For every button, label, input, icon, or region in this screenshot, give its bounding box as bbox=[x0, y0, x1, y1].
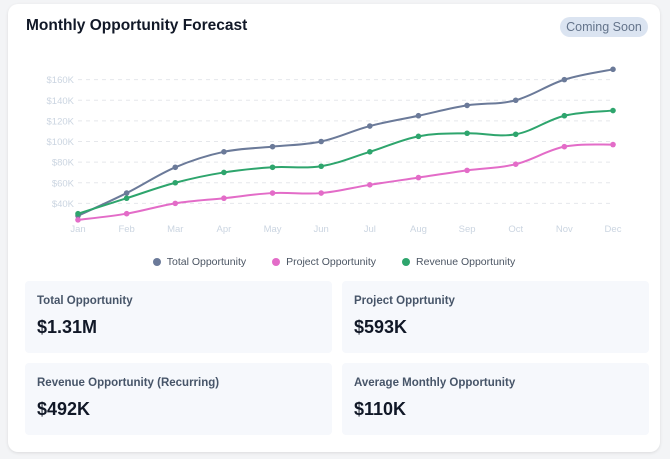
stat-label: Average Monthly Opportunity bbox=[354, 377, 516, 389]
y-tick-label: $140K bbox=[47, 96, 75, 107]
data-point-project-opportunity bbox=[415, 174, 422, 181]
stat-label: Project Opprtunity bbox=[354, 295, 455, 307]
data-point-project-opportunity bbox=[610, 141, 616, 148]
x-tick-label: Aug bbox=[410, 224, 427, 235]
x-tick-label: Nov bbox=[556, 224, 573, 235]
data-point-revenue-opportunity bbox=[561, 112, 568, 119]
x-tick-label: Apr bbox=[217, 224, 232, 235]
legend-item-total[interactable]: Total Opportunity bbox=[152, 256, 247, 268]
stat-value: $110K bbox=[354, 399, 407, 419]
legend-dot-icon bbox=[272, 258, 281, 266]
data-point-total-opportunity bbox=[172, 164, 179, 171]
stat-total-opportunity: Total Opportunity $1.31M bbox=[25, 281, 332, 353]
x-tick-label: Feb bbox=[118, 224, 134, 235]
x-tick-label: Sep bbox=[459, 224, 476, 235]
stat-revenue-opportunity: Revenue Opportunity (Recurring) $492K bbox=[25, 363, 332, 435]
data-point-total-opportunity bbox=[512, 97, 519, 104]
data-point-total-opportunity bbox=[221, 149, 227, 155]
data-point-revenue-opportunity bbox=[367, 149, 373, 155]
y-tick-label: $40K bbox=[52, 199, 75, 210]
y-tick-label: $100K bbox=[47, 137, 75, 148]
y-tick-label: $120K bbox=[47, 116, 75, 127]
legend-item-revenue[interactable]: Revenue Opportunity bbox=[402, 256, 515, 268]
data-point-total-opportunity bbox=[561, 76, 568, 83]
series-line-project-opportunity bbox=[77, 143, 614, 221]
data-point-total-opportunity bbox=[610, 66, 616, 73]
data-point-revenue-opportunity bbox=[269, 164, 276, 171]
x-tick-label: Jun bbox=[314, 224, 329, 235]
legend-label: Project Opportunity bbox=[286, 256, 377, 268]
stat-average-monthly: Average Monthly Opportunity $110K bbox=[342, 363, 649, 435]
x-tick-label: Dec bbox=[605, 224, 622, 235]
legend-label: Total Opportunity bbox=[166, 256, 247, 268]
x-tick-label: Jul bbox=[364, 224, 376, 235]
data-point-project-opportunity bbox=[464, 167, 470, 174]
data-point-revenue-opportunity bbox=[221, 169, 227, 176]
data-point-total-opportunity bbox=[123, 190, 130, 196]
data-point-project-opportunity bbox=[221, 195, 227, 202]
data-point-revenue-opportunity bbox=[512, 131, 519, 138]
data-point-project-opportunity bbox=[367, 182, 373, 188]
stat-value: $1.31M bbox=[37, 317, 98, 337]
y-tick-label: $80K bbox=[52, 158, 75, 169]
card-title: Monthly Opportunity Forecast bbox=[26, 17, 248, 34]
legend-item-project[interactable]: Project Opportunity bbox=[272, 256, 376, 268]
data-point-project-opportunity bbox=[318, 190, 324, 196]
stat-project-opportunity: Project Opprtunity $593K bbox=[342, 281, 649, 353]
data-point-revenue-opportunity bbox=[172, 179, 179, 186]
data-point-revenue-opportunity bbox=[318, 163, 324, 170]
opportunity-line-chart: $40K $60K $80K $100K $120K $140K $160K Jan Feb Ma… bbox=[47, 66, 622, 235]
data-point-revenue-opportunity bbox=[464, 130, 470, 137]
data-point-project-opportunity bbox=[172, 200, 179, 207]
data-point-total-opportunity bbox=[367, 123, 373, 129]
data-point-project-opportunity bbox=[512, 161, 519, 167]
data-point-revenue-opportunity bbox=[415, 133, 422, 140]
data-point-total-opportunity bbox=[415, 112, 422, 119]
x-tick-label: Mar bbox=[167, 224, 183, 235]
coming-soon-badge: Coming Soon bbox=[560, 17, 648, 37]
stat-label: Total Opportunity bbox=[37, 295, 133, 307]
stat-value: $593K bbox=[354, 317, 408, 337]
x-tick-label: Oct bbox=[508, 224, 523, 235]
x-tick-label: Jan bbox=[70, 224, 85, 235]
x-tick-label: May bbox=[264, 224, 282, 235]
data-point-total-opportunity bbox=[269, 143, 276, 150]
series-line-revenue-opportunity bbox=[77, 109, 614, 215]
data-point-total-opportunity bbox=[464, 102, 470, 109]
data-point-revenue-opportunity bbox=[75, 210, 81, 217]
stat-value: $492K bbox=[37, 399, 91, 419]
chart-legend: Total Opportunity Project Opportunity Re… bbox=[8, 256, 660, 268]
legend-dot-icon bbox=[402, 258, 411, 266]
stat-label: Revenue Opportunity (Recurring) bbox=[37, 377, 220, 389]
data-point-project-opportunity bbox=[561, 143, 568, 150]
legend-label: Revenue Opportunity bbox=[416, 256, 516, 268]
data-point-total-opportunity bbox=[318, 138, 324, 145]
data-point-revenue-opportunity bbox=[610, 107, 616, 114]
data-point-revenue-opportunity bbox=[123, 195, 130, 202]
y-tick-label: $60K bbox=[52, 178, 75, 189]
data-point-project-opportunity bbox=[123, 210, 130, 217]
legend-dot-icon bbox=[152, 258, 161, 266]
data-point-project-opportunity bbox=[75, 217, 81, 223]
data-point-project-opportunity bbox=[269, 190, 276, 196]
forecast-card: Monthly Opportunity Forecast Coming Soon… bbox=[8, 4, 660, 452]
y-tick-label: $160K bbox=[47, 75, 75, 86]
series-line-total-opportunity bbox=[77, 68, 614, 217]
